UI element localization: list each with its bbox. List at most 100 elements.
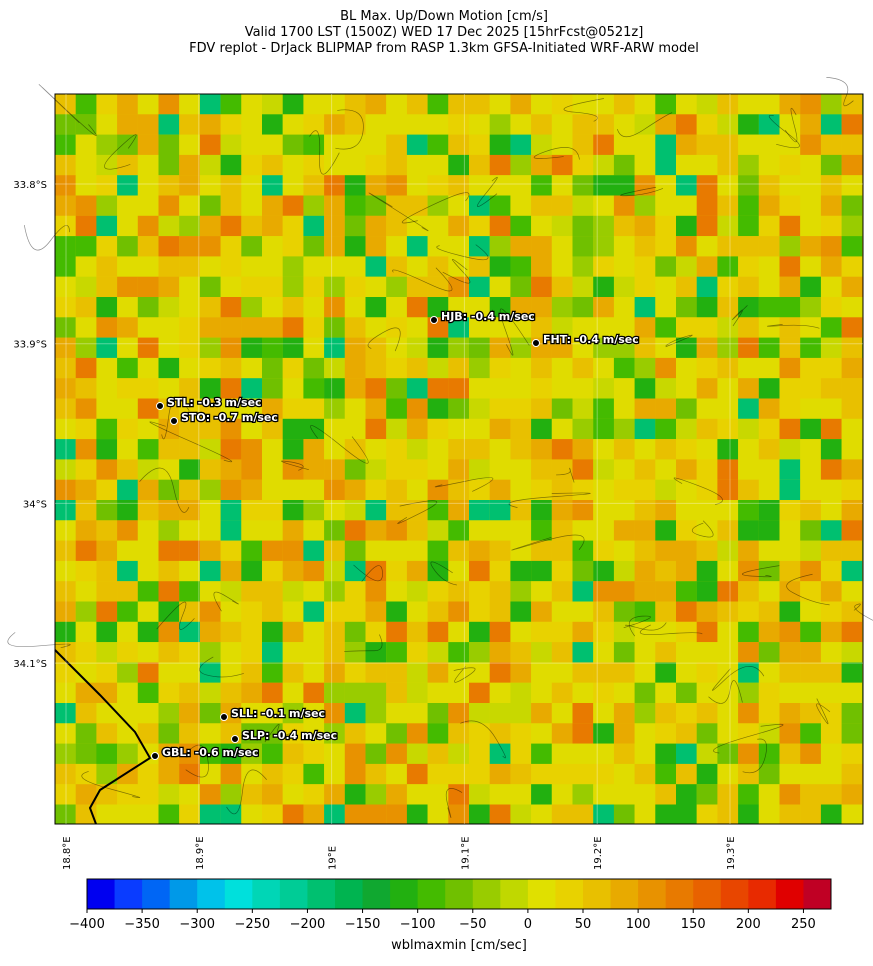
map-cell xyxy=(365,743,387,764)
map-cell xyxy=(406,500,428,521)
map-cell xyxy=(841,459,863,480)
map-cell xyxy=(303,297,325,318)
map-cell xyxy=(820,459,842,480)
map-cell xyxy=(241,459,263,480)
map-cell xyxy=(220,682,242,704)
map-cell xyxy=(634,642,656,663)
map-cell xyxy=(531,195,552,216)
map-cell xyxy=(800,256,821,277)
map-cell xyxy=(262,154,283,176)
map-cell xyxy=(758,378,780,399)
map-cell xyxy=(117,804,138,824)
map-cell xyxy=(365,357,387,379)
map-cell xyxy=(427,540,449,561)
map-cell xyxy=(489,459,511,480)
colorbar: −400 −350 −300 −250 −200 −150 −100 −50 0 50 100 150… xyxy=(69,878,832,932)
map-cell xyxy=(800,784,821,805)
map-cell xyxy=(365,134,387,155)
map-cell xyxy=(137,621,159,643)
map-cell xyxy=(55,459,76,480)
map-cell xyxy=(717,581,739,602)
map-cell xyxy=(427,784,449,805)
map-cell xyxy=(634,703,656,724)
map-cell xyxy=(448,114,470,135)
map-cell xyxy=(489,94,511,115)
map-cell xyxy=(841,601,863,622)
map-cell xyxy=(158,337,180,358)
map-cell xyxy=(344,215,366,237)
map-cell xyxy=(241,621,263,643)
map-cell xyxy=(572,134,594,155)
map-cell xyxy=(696,114,718,135)
map-cell xyxy=(199,500,221,521)
map-cell xyxy=(572,642,594,663)
map-cell xyxy=(655,621,677,643)
map-cell xyxy=(717,601,739,622)
map-cell xyxy=(158,682,180,704)
colorbar-tick-label: 250 xyxy=(791,917,816,932)
map-cell xyxy=(489,195,511,216)
map-cell xyxy=(696,357,718,379)
map-cell xyxy=(75,459,97,480)
map-cell xyxy=(179,215,200,237)
map-cell xyxy=(593,398,614,419)
map-cell xyxy=(324,154,345,176)
map-cell xyxy=(386,134,407,155)
map-cell xyxy=(427,378,449,399)
map-cell xyxy=(303,703,325,724)
colorbar-tick-label: −400 xyxy=(69,917,105,932)
map-cell xyxy=(303,520,325,541)
map-cell xyxy=(137,662,159,683)
map-cell xyxy=(738,276,759,298)
map-cell xyxy=(469,337,490,358)
map-cell xyxy=(96,215,118,237)
map-cell xyxy=(96,357,118,379)
map-cell xyxy=(344,195,366,216)
map-cell xyxy=(241,195,263,216)
map-cell xyxy=(738,682,759,704)
map-cell xyxy=(572,215,594,237)
map-cell xyxy=(510,256,532,277)
map-cell xyxy=(55,154,76,176)
map-cell xyxy=(282,459,304,480)
map-cell xyxy=(510,276,532,298)
map-cell xyxy=(406,560,428,582)
map-cell xyxy=(427,682,449,704)
map-cell xyxy=(593,215,614,237)
map-cell xyxy=(220,276,242,298)
map-cell xyxy=(448,398,470,419)
map-cell xyxy=(55,540,76,561)
map-cell xyxy=(717,297,739,318)
map-cell xyxy=(613,439,635,460)
map-cell xyxy=(841,581,863,602)
map-cell xyxy=(179,236,200,257)
map-cell xyxy=(779,215,801,237)
map-cell xyxy=(199,743,221,764)
map-cell xyxy=(324,662,345,683)
map-cell xyxy=(179,418,200,440)
map-cell xyxy=(655,581,677,602)
map-cell xyxy=(634,418,656,440)
map-cell xyxy=(427,601,449,622)
map-cell xyxy=(386,804,407,824)
map-cell xyxy=(510,723,532,744)
station-dot xyxy=(220,713,228,721)
map-cell xyxy=(738,236,759,257)
map-cell xyxy=(779,317,801,338)
map-cell xyxy=(758,560,780,582)
map-cell xyxy=(158,357,180,379)
lon-tick-label: 19.2°E xyxy=(593,836,604,870)
map-cell xyxy=(510,398,532,419)
map-cell xyxy=(758,642,780,663)
map-cell xyxy=(613,418,635,440)
map-cell xyxy=(179,804,200,824)
map-cell xyxy=(448,581,470,602)
map-cell xyxy=(613,195,635,216)
map-cell xyxy=(469,398,490,419)
map-cell xyxy=(489,357,511,379)
map-cell xyxy=(800,398,821,419)
contour xyxy=(742,738,767,774)
map-cell xyxy=(634,337,656,358)
map-cell xyxy=(613,337,635,358)
map-cell xyxy=(220,743,242,764)
